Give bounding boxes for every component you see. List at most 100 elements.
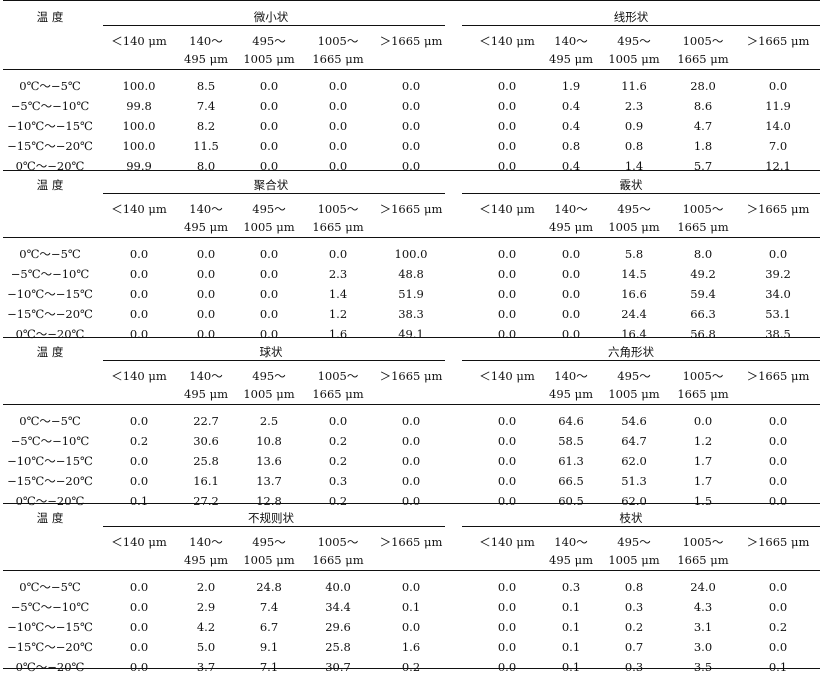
table-cell: 39.2 <box>765 267 791 281</box>
table-cell: 40.0 <box>325 580 351 594</box>
group-rule <box>103 193 445 194</box>
table-cell: 0.4 <box>561 99 581 113</box>
table-cell: 2.3 <box>624 99 644 113</box>
group-rule <box>103 360 445 361</box>
table-cell: 0.0 <box>259 287 279 301</box>
table-cell: 4.2 <box>196 620 216 634</box>
group-rule <box>103 526 445 527</box>
table-cell: 0.0 <box>497 139 517 153</box>
group-title: 六角形状 <box>608 345 654 359</box>
table-cell: 0.0 <box>497 640 517 654</box>
table-cell: 1.8 <box>693 139 713 153</box>
table-cell: 28.0 <box>690 79 716 93</box>
table-cell: 0.0 <box>497 307 517 321</box>
size-column-header-unit: 1665 μm <box>677 553 729 567</box>
table-cell: 0.0 <box>561 307 581 321</box>
table-cell: 0.0 <box>259 99 279 113</box>
table-cell: 24.4 <box>621 307 647 321</box>
row-label: −5℃～−10℃ <box>10 600 90 614</box>
table-cell: 0.0 <box>129 307 149 321</box>
table-cell: 0.0 <box>768 454 788 468</box>
size-column-header: 495～ <box>252 369 286 383</box>
table-cell: 0.0 <box>497 454 517 468</box>
table-cell: 0.0 <box>497 580 517 594</box>
table-cell: 0.0 <box>497 79 517 93</box>
table-cell: 64.6 <box>558 414 584 428</box>
size-column-header: 495～ <box>617 34 651 48</box>
table-cell: 61.3 <box>558 454 584 468</box>
group-rule <box>462 193 820 194</box>
table-cell: 0.0 <box>129 414 149 428</box>
table-cell: 0.0 <box>497 620 517 634</box>
table-cell: 0.2 <box>624 620 644 634</box>
table-cell: 0.0 <box>129 580 149 594</box>
table-cell: 14.5 <box>621 267 647 281</box>
table-cell: 0.0 <box>497 119 517 133</box>
table-cell: 0.0 <box>129 620 149 634</box>
table-cell: 0.0 <box>129 267 149 281</box>
table-cell: 49.1 <box>398 327 424 341</box>
row-label: −10℃～−15℃ <box>7 119 93 133</box>
table-cell: 0.0 <box>497 494 517 508</box>
group-title: 不规则状 <box>248 511 294 525</box>
table-cell: 8.2 <box>196 119 216 133</box>
group-title: 微小状 <box>253 10 289 24</box>
size-column-header: ＜140 μm <box>479 34 535 48</box>
table-cell: 0.2 <box>768 620 788 634</box>
table-cell: 2.0 <box>196 580 216 594</box>
table-cell: 0.2 <box>328 454 348 468</box>
size-column-header-unit: 1005 μm <box>608 553 660 567</box>
table-cell: 0.0 <box>401 494 421 508</box>
row-label: 0℃～−5℃ <box>19 79 81 93</box>
table-cell: 0.0 <box>768 640 788 654</box>
table-cell: 0.0 <box>497 287 517 301</box>
table-cell: 0.0 <box>497 660 517 674</box>
row-label: 0℃～−5℃ <box>19 247 81 261</box>
size-column-header-unit: 495 μm <box>184 553 228 567</box>
table-cell: 48.8 <box>398 267 424 281</box>
table-cell: 0.0 <box>768 434 788 448</box>
table-cell: 0.0 <box>768 247 788 261</box>
size-column-header: ＜140 μm <box>479 202 535 216</box>
size-column-header: ＜140 μm <box>111 535 167 549</box>
table-cell: 0.1 <box>561 660 581 674</box>
table-cell: 24.8 <box>256 580 282 594</box>
table-block: 温 度 聚合状 ＜140 μm 140～ 495 μm 495～ 1005 μm 1005～ 1… <box>0 168 823 341</box>
table-cell: 0.0 <box>196 327 216 341</box>
row-label: −10℃～−15℃ <box>7 620 93 634</box>
group-title: 球状 <box>259 345 283 359</box>
table-cell: 62.0 <box>621 494 647 508</box>
table-cell: 12.8 <box>256 494 282 508</box>
table-cell: 22.7 <box>193 414 219 428</box>
table-cell: 0.1 <box>401 600 421 614</box>
table-cell: 0.3 <box>624 600 644 614</box>
table-cell: 9.1 <box>259 640 279 654</box>
table-cell: 7.4 <box>196 99 216 113</box>
size-column-header-unit: 1665 μm <box>312 52 364 66</box>
table-cell: 60.5 <box>558 494 584 508</box>
size-column-header: 1005～ <box>317 369 359 383</box>
table-cell: 0.0 <box>196 307 216 321</box>
table-cell: 7.1 <box>259 660 279 674</box>
row-label: −10℃～−15℃ <box>7 287 93 301</box>
table-cell: 14.0 <box>765 119 791 133</box>
table-cell: 7.4 <box>259 600 279 614</box>
table-cell: 4.3 <box>693 600 713 614</box>
size-column-header-unit: 495 μm <box>184 387 228 401</box>
size-column-header: 1005～ <box>682 369 724 383</box>
table-cell: 0.0 <box>401 474 421 488</box>
table-cell: 0.0 <box>561 287 581 301</box>
size-column-header-unit: 1665 μm <box>312 387 364 401</box>
table-cell: 0.3 <box>624 660 644 674</box>
table-cell: 0.0 <box>259 139 279 153</box>
table-cell: 0.0 <box>401 139 421 153</box>
table-cell: 0.1 <box>768 660 788 674</box>
table-cell: 0.0 <box>259 119 279 133</box>
table-cell: 0.0 <box>259 79 279 93</box>
table-cell: 13.7 <box>256 474 282 488</box>
size-column-header-unit: 1005 μm <box>243 553 295 567</box>
table-cell: 2.9 <box>196 600 216 614</box>
table-cell: 53.1 <box>765 307 791 321</box>
block-top-rule <box>3 169 820 171</box>
size-column-header: ＜140 μm <box>479 535 535 549</box>
